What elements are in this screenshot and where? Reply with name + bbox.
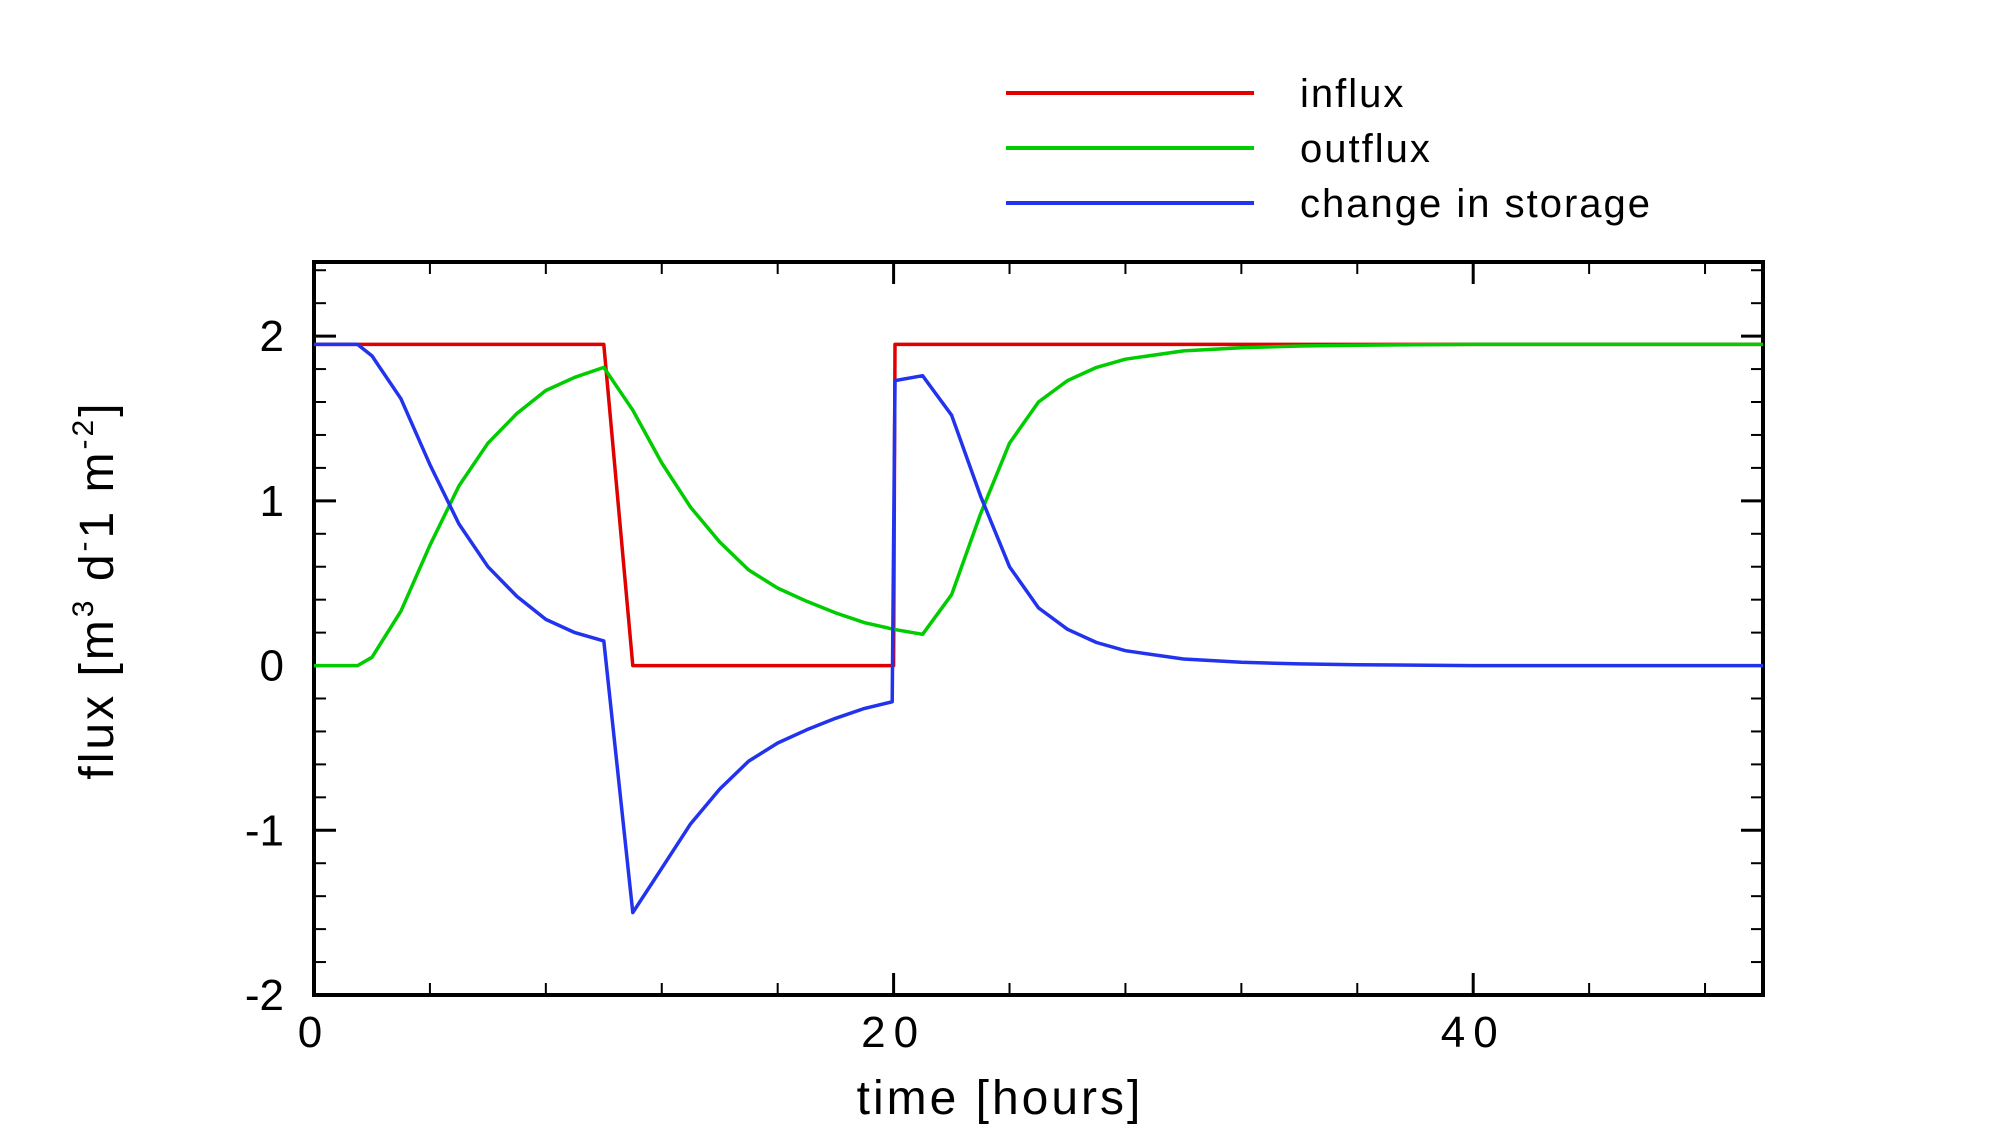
y-tick-label: 2 <box>260 312 284 361</box>
y-axis-title-sup3: -2 <box>67 417 100 450</box>
x-tick-label: 20 <box>861 1008 926 1057</box>
y-axis-title-mid2: 1 m <box>71 449 124 538</box>
y-axis-title-sup2: - <box>67 538 100 551</box>
plot-frame <box>312 260 1765 997</box>
y-tick-label: 0 <box>260 642 284 691</box>
y-axis-title-mid: d <box>71 551 124 597</box>
x-tick-label: 0 <box>298 1008 330 1057</box>
series-lines <box>314 342 1763 915</box>
y-axis-title: flux [m3 d-1 m-2] <box>67 400 124 779</box>
x-tick-label: 40 <box>1441 1008 1506 1057</box>
legend-label-outflux: outflux <box>1300 127 1432 171</box>
x-axis-title: time [hours] <box>857 1072 1144 1125</box>
series-line-influx <box>314 342 1763 668</box>
legend-label-change-in-storage: change in storage <box>1300 182 1652 226</box>
legend: influx outflux change in storage <box>1006 72 1652 226</box>
y-axis-title-base: flux [m <box>71 617 124 779</box>
axis-ticks: 0 20 40 -2 -1 0 1 2 <box>245 262 1763 1057</box>
legend-label-influx: influx <box>1300 72 1405 116</box>
y-tick-label: -2 <box>245 971 284 1020</box>
y-tick-label: 1 <box>260 477 284 526</box>
y-axis-title-sup1: 3 <box>67 598 100 618</box>
series-line-outflux <box>314 342 1763 668</box>
y-axis-title-end: ] <box>71 400 124 416</box>
series-line-change-in-storage <box>314 342 1763 915</box>
y-tick-label: -1 <box>245 806 284 855</box>
